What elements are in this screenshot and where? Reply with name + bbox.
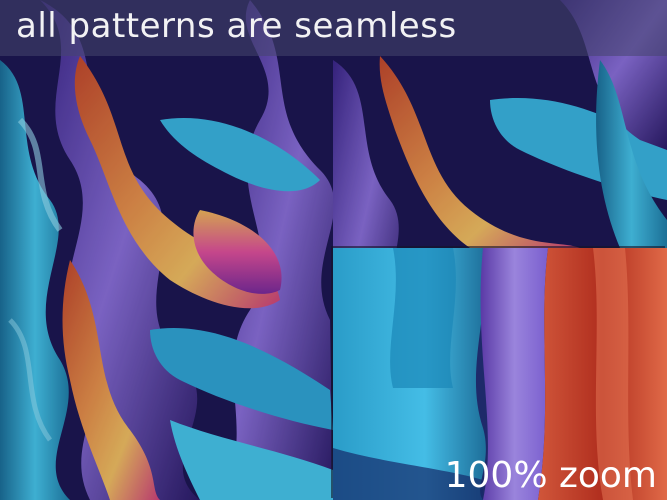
title-banner: all patterns are seamless: [0, 0, 667, 56]
banner-title: all patterns are seamless: [16, 6, 457, 46]
zoomed-fabric-detail: [333, 248, 667, 500]
zoom-inset: 100% zoom: [333, 248, 667, 500]
zoom-level-label: 100% zoom: [444, 455, 657, 496]
